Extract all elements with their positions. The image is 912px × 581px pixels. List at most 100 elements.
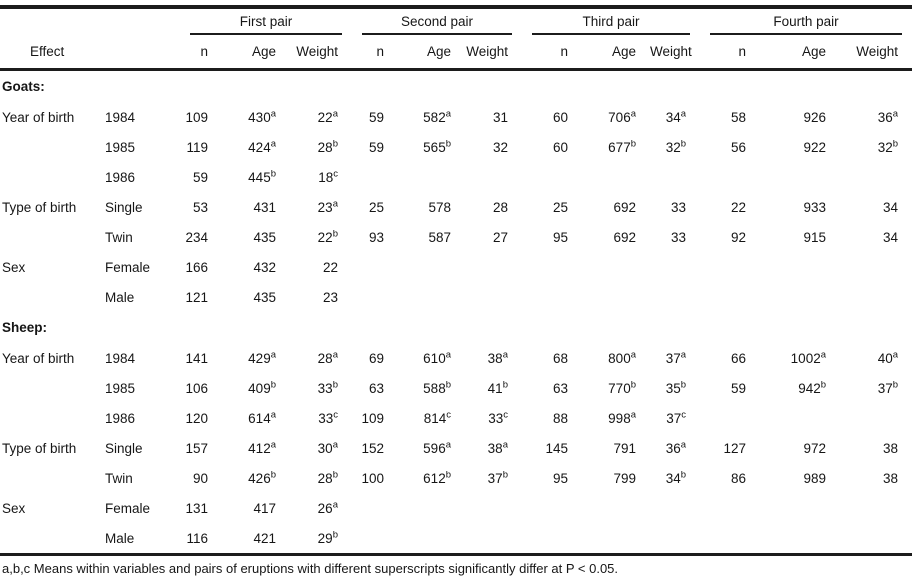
value-cell: 429a	[248, 349, 276, 366]
value-cell	[352, 523, 398, 553]
value-cell: 100	[361, 470, 384, 486]
value-cell: 25	[552, 199, 568, 215]
significance-superscript: a	[332, 439, 338, 450]
row-effect-label: Sex	[2, 500, 26, 516]
pair-group-header-row: First pair Second pair Third pair Fourth…	[0, 7, 912, 35]
significance-superscript: b	[270, 379, 276, 390]
value-cell: 35b	[665, 379, 687, 396]
value-cell: 33b	[317, 379, 338, 396]
row-effect-label	[0, 162, 103, 192]
significance-superscript: a	[892, 349, 899, 360]
value-cell: 38	[883, 440, 899, 456]
value-cell	[700, 403, 760, 433]
value-cell: 27	[492, 229, 508, 245]
value-cell	[760, 493, 840, 523]
value-cell	[650, 493, 700, 523]
significance-superscript: c	[446, 409, 451, 420]
significance-superscript: a	[502, 349, 508, 360]
row-effect-label	[0, 463, 103, 493]
value-cell: 800a	[608, 349, 636, 366]
value-cell: 677b	[608, 138, 636, 155]
table-row: Male 121 435 23	[0, 282, 912, 312]
significance-superscript: b	[630, 379, 636, 390]
value-cell: 814c	[423, 409, 451, 426]
value-cell	[700, 162, 760, 192]
row-effect-label: Year of birth	[2, 109, 75, 125]
value-cell	[582, 162, 650, 192]
value-cell: 69	[368, 350, 384, 366]
significance-superscript: c	[333, 409, 338, 420]
value-cell: 60	[552, 109, 568, 125]
value-cell: 22a	[317, 108, 338, 125]
value-cell: 59	[368, 109, 384, 125]
value-cell	[840, 162, 912, 192]
value-cell	[465, 523, 522, 553]
significance-superscript: b	[332, 138, 338, 149]
table-row: Year of birth 1984 109 430a 22a 59 582a 31 60 706…	[0, 102, 912, 132]
value-cell: 120	[185, 410, 208, 426]
significance-superscript: b	[892, 138, 899, 149]
row-effect-label	[0, 403, 103, 433]
value-cell: 86	[730, 470, 747, 486]
row-effect-label: Year of birth	[2, 350, 75, 366]
value-cell: 435	[253, 289, 276, 305]
significance-superscript: a	[270, 439, 276, 450]
value-cell	[582, 252, 650, 282]
significance-superscript: b	[270, 168, 276, 179]
significance-superscript: b	[892, 379, 899, 390]
value-cell	[582, 523, 650, 553]
value-cell: 33c	[488, 409, 508, 426]
row-level-label: Single	[105, 199, 143, 215]
value-cell: 445b	[248, 168, 276, 185]
value-cell: 922	[803, 139, 827, 155]
significance-superscript: a	[332, 198, 338, 209]
value-cell: 95	[552, 470, 568, 486]
significance-superscript: a	[630, 409, 636, 420]
value-cell: 409b	[248, 379, 276, 396]
significance-superscript: b	[502, 469, 508, 480]
col-header-age: Age	[582, 35, 650, 71]
table-footnote: a,b,c Means within variables and pairs o…	[0, 553, 912, 576]
value-cell: 22b	[317, 228, 338, 245]
value-cell: 141	[185, 350, 208, 366]
value-cell: 421	[253, 530, 276, 546]
row-effect-label: Sex	[2, 259, 26, 275]
value-cell: 59	[730, 380, 747, 396]
row-level-label: Male	[105, 289, 135, 305]
row-level-label: 1985	[105, 380, 136, 396]
value-cell	[398, 252, 465, 282]
row-level-label: Male	[105, 530, 135, 546]
value-cell: 28	[492, 199, 508, 215]
significance-superscript: c	[333, 168, 338, 179]
value-cell: 38	[883, 470, 899, 486]
significance-superscript: c	[503, 409, 508, 420]
col-header-age: Age	[222, 35, 290, 71]
significance-superscript: b	[445, 469, 451, 480]
value-cell	[465, 282, 522, 312]
value-cell	[650, 162, 700, 192]
value-cell: 33	[670, 229, 687, 245]
value-cell: 59	[192, 169, 208, 185]
significance-superscript: a	[270, 409, 276, 420]
column-header-row: Effect n Age Weight n Age Weight n Age W…	[0, 35, 912, 71]
value-cell: 565b	[423, 138, 451, 155]
col-header-weight: Weight	[290, 35, 352, 71]
significance-superscript: a	[630, 349, 636, 360]
value-cell: 37b	[877, 379, 899, 396]
pair-group-third: Third pair	[522, 7, 700, 35]
row-effect-label: Type of birth	[2, 199, 77, 215]
value-cell: 588b	[423, 379, 451, 396]
value-cell: 1002a	[790, 349, 827, 366]
significance-superscript: b	[332, 379, 338, 390]
value-cell	[840, 523, 912, 553]
value-cell: 109	[185, 109, 208, 125]
value-cell	[840, 252, 912, 282]
value-cell: 25	[368, 199, 384, 215]
value-cell: 23a	[317, 198, 338, 215]
value-cell	[650, 282, 700, 312]
value-cell: 59	[368, 139, 384, 155]
table-body: Goats: Year of birth 1984 109 430a 22a 59 582a 3…	[0, 70, 912, 554]
value-cell	[522, 162, 582, 192]
value-cell: 614a	[248, 409, 276, 426]
value-cell	[465, 493, 522, 523]
